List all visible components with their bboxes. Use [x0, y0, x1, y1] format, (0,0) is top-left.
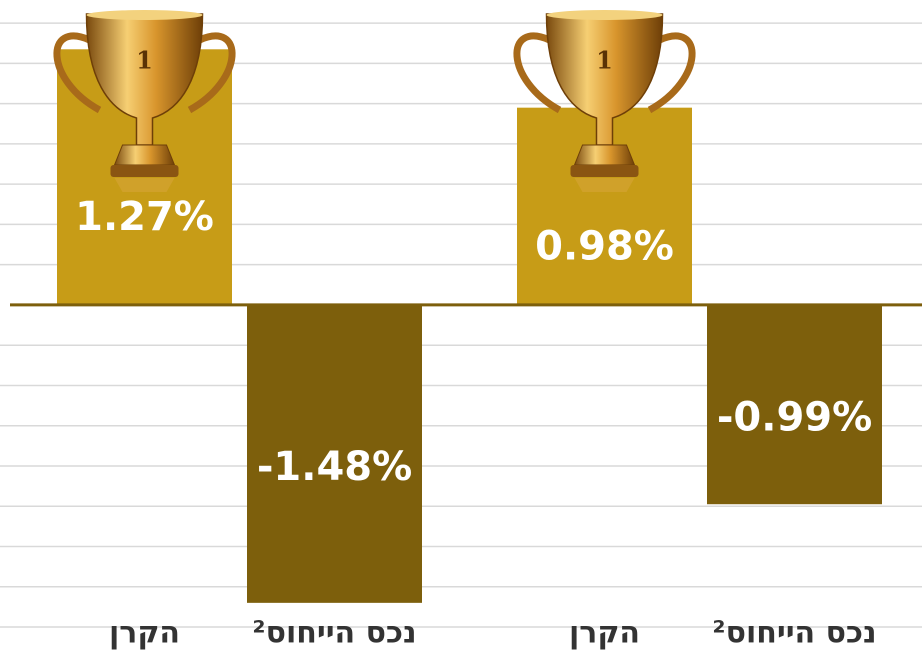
trophy-handle [187, 32, 236, 114]
trophy-label: 1 [136, 46, 153, 75]
value-label: -1.48% [257, 444, 412, 490]
trophy-base [573, 144, 636, 166]
trophy-reflection [574, 178, 635, 192]
trophy-reflection [114, 178, 175, 192]
trophy-base [113, 144, 176, 166]
value-label: 1.27% [75, 194, 214, 240]
trophy-handle [53, 32, 102, 114]
trophy-icon: 1 [53, 10, 236, 192]
value-label: 0.98% [535, 223, 674, 269]
x-tick-label: נכס הייחוס² [712, 616, 876, 651]
trophy-label: 1 [596, 46, 613, 75]
trophy-foot [110, 165, 179, 177]
trophy-rim [86, 10, 203, 20]
trophy-handle [647, 32, 696, 114]
x-tick-label: הקרן [569, 616, 640, 651]
trophy-foot [570, 165, 639, 177]
trophy-icon: 1 [513, 10, 696, 192]
trophy-rim [546, 10, 663, 20]
value-label: -0.99% [717, 395, 872, 441]
trophy-handle [513, 32, 562, 114]
bar [247, 304, 422, 603]
x-tick-label: הקרן [109, 616, 180, 651]
x-tick-label: נכס הייחוס² [252, 616, 416, 651]
bar [707, 304, 882, 505]
